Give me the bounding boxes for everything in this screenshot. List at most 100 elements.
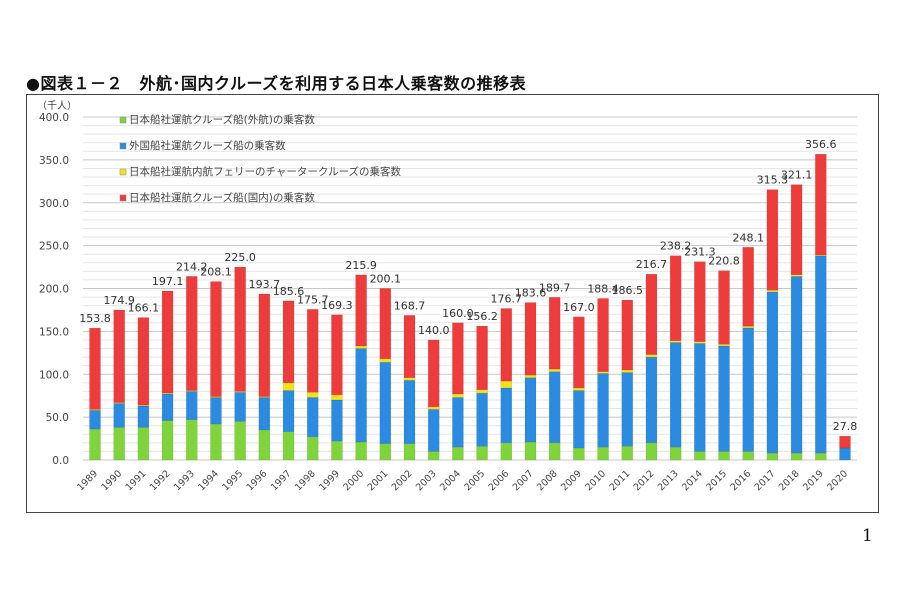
- bar-segment-0-2001: [379, 443, 392, 461]
- bar-segment-1-2006: [500, 387, 513, 444]
- bar-segment-0-1995: [234, 421, 246, 461]
- bar-segment-1-2012: [645, 356, 658, 444]
- bar-segment-1-2007: [524, 377, 537, 443]
- bar-segment-3-1993: [186, 276, 198, 391]
- data-label-total: 231.3: [684, 246, 716, 259]
- legend-swatch: [119, 142, 127, 150]
- bar-segment-3-2011: [621, 299, 634, 371]
- data-label-total: 183.6: [515, 287, 547, 300]
- y-tick-label: 0.0: [52, 455, 69, 467]
- bar-segment-2-2013: [669, 340, 682, 343]
- bar-segment-2-2012: [645, 354, 658, 358]
- bar-segment-3-1989: [89, 327, 101, 410]
- data-label-total: 238.2: [660, 240, 692, 253]
- bar-segment-2-2015: [718, 343, 730, 347]
- data-label-total: 185.6: [273, 285, 305, 298]
- x-tick-label: 1993: [172, 468, 197, 493]
- data-label-total: 189.7: [539, 281, 571, 294]
- bar-segment-3-2005: [476, 325, 488, 390]
- x-tick-label: 1998: [293, 468, 318, 493]
- x-tick-label: 1996: [245, 468, 270, 493]
- x-tick-label: 1989: [75, 468, 100, 493]
- bar-segment-1-2020: [839, 447, 851, 461]
- bar-segment-0-1997: [282, 431, 295, 461]
- data-label-total: 169.3: [321, 299, 353, 312]
- x-tick-label: 2008: [535, 468, 560, 493]
- bar-segment-3-2004: [452, 322, 464, 395]
- data-label-total: 166.1: [128, 302, 160, 315]
- bar-segment-3-1994: [210, 281, 222, 397]
- x-tick-label: 2007: [511, 468, 536, 493]
- bar-segment-2-2005: [476, 389, 488, 394]
- x-tick-label: 2006: [487, 468, 512, 493]
- data-label-total: 248.1: [732, 231, 764, 244]
- bar-segment-0-2019: [815, 452, 827, 461]
- x-tick-label: 1995: [220, 468, 245, 493]
- figure-title: ●図表１－２ 外航･国内クルーズを利用する日本人乗客数の推移表: [26, 74, 527, 93]
- y-tick-label: 400.0: [39, 112, 69, 124]
- x-tick-label: 2013: [656, 468, 681, 493]
- bar-segment-1-2019: [815, 255, 827, 454]
- data-label-total: 188.4: [587, 282, 619, 295]
- data-label-total: 27.8: [833, 420, 858, 433]
- x-tick-label: 2012: [632, 468, 657, 493]
- bar-segment-1-1989: [89, 410, 101, 430]
- bar-segment-1-1995: [234, 392, 246, 422]
- x-tick-label: 2000: [341, 468, 366, 493]
- bar-segment-0-2017: [766, 452, 779, 461]
- data-label-total: 214.2: [176, 260, 208, 273]
- data-label-total: 220.8: [708, 255, 740, 268]
- bar-segment-1-2003: [427, 409, 440, 452]
- legend-swatch: [119, 116, 127, 124]
- bar-segment-0-2015: [718, 451, 730, 461]
- x-tick-label: 2018: [777, 468, 802, 493]
- x-tick-label: 2016: [728, 468, 753, 493]
- bar-segment-0-2010: [597, 446, 609, 461]
- x-tick-label: 2010: [583, 468, 608, 493]
- bar-segment-3-1997: [282, 300, 295, 384]
- bar-segment-1-2016: [742, 327, 754, 452]
- bar-segment-0-1998: [306, 436, 319, 461]
- bar-segment-3-2010: [597, 298, 609, 372]
- y-tick-label: 50.0: [46, 412, 69, 424]
- bar-segment-3-2006: [500, 308, 513, 382]
- bar-segment-1-2002: [403, 380, 416, 444]
- bar-segment-3-2009: [573, 316, 585, 389]
- x-tick-label: 2004: [438, 468, 463, 493]
- bar-segment-1-2011: [621, 372, 634, 447]
- bar-segment-2-2006: [500, 380, 513, 389]
- bar-segment-0-1996: [258, 429, 271, 461]
- x-tick-label: 1991: [124, 468, 149, 493]
- chart-frame: 0.0 50.0 100.0 150.0 200.0 250.0 300.0 350.0 400…: [26, 94, 879, 513]
- bar-segment-0-2002: [403, 443, 416, 461]
- x-tick-label: 1992: [148, 468, 173, 493]
- bar-segment-1-1998: [306, 397, 319, 438]
- bar-segment-3-2020: [839, 435, 851, 449]
- bar-segment-1-2018: [790, 276, 803, 454]
- data-label-total: 356.6: [805, 138, 837, 151]
- bar-segment-3-2015: [718, 270, 730, 345]
- x-tick-label: 2002: [390, 468, 415, 493]
- y-axis-unit: （千人）: [37, 100, 77, 112]
- page-number: 1: [862, 526, 873, 546]
- bar-segment-2-1997: [282, 382, 295, 391]
- data-label-total: 156.2: [466, 310, 498, 323]
- bar-segment-0-2016: [742, 451, 754, 461]
- x-tick-label: 2015: [704, 468, 729, 493]
- y-tick-label: 100.0: [39, 369, 69, 381]
- bar-segment-2-2001: [379, 358, 392, 363]
- bar-segment-3-2017: [766, 189, 779, 291]
- bar-segment-1-2009: [573, 390, 585, 449]
- x-tick-label: 2009: [559, 468, 584, 493]
- legend-label: 日本船社運航クルーズ船(国内)の乗客数: [129, 191, 315, 204]
- legend-swatch: [119, 194, 127, 202]
- x-tick-label: 2005: [462, 468, 487, 493]
- bar-segment-2-2000: [355, 345, 367, 349]
- bar-segment-1-1990: [113, 403, 125, 428]
- bar-segment-3-2013: [669, 255, 682, 342]
- bar-segment-2-2002: [403, 377, 416, 381]
- bar-segment-1-2015: [718, 345, 730, 452]
- bar-segment-1-1993: [186, 391, 198, 420]
- bar-segment-2-2016: [742, 325, 754, 329]
- bar-segment-1-2005: [476, 392, 488, 447]
